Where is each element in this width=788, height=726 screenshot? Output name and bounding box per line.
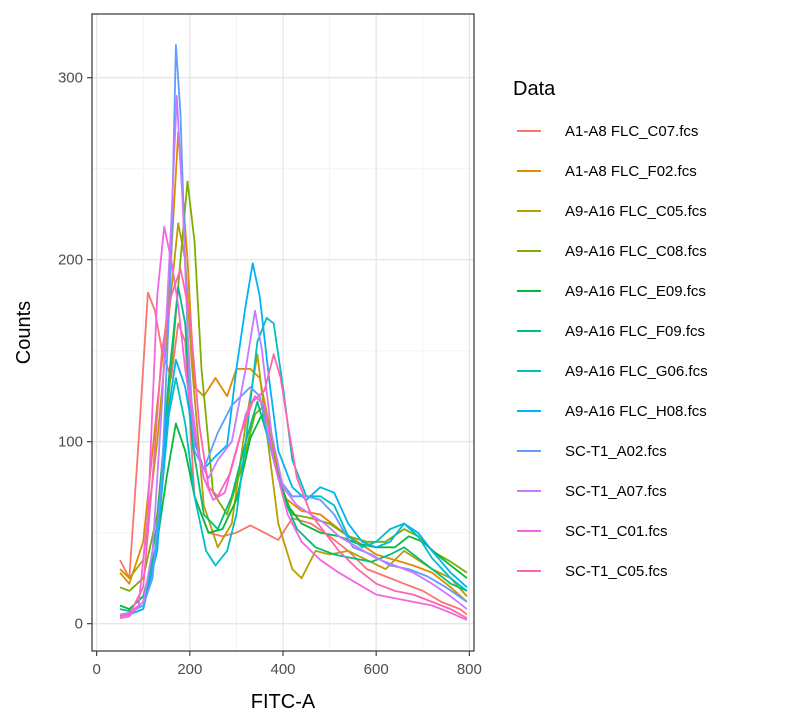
series-line: [119, 267, 468, 619]
legend-label: SC-T1_C01.fcs: [565, 523, 668, 540]
legend-label: A9-A16 FLC_C08.fcs: [565, 243, 707, 260]
x-tick-label: 200: [177, 661, 202, 678]
y-tick-label: 300: [58, 70, 83, 87]
legend-title: Data: [513, 78, 556, 100]
series-line: [119, 226, 468, 621]
x-tick-label: 400: [270, 661, 295, 678]
y-tick-label: 0: [75, 616, 83, 633]
x-tick-label: 0: [92, 661, 100, 678]
series-layer: [119, 44, 468, 621]
legend-label: A9-A16 FLC_G06.fcs: [565, 363, 708, 380]
legend-label: A9-A16 FLC_F09.fcs: [565, 323, 705, 340]
grid-major: [92, 14, 474, 651]
legend-label: SC-T1_A07.fcs: [565, 483, 667, 500]
y-tick-label: 200: [58, 252, 83, 269]
series-line: [120, 317, 468, 616]
legend-label: A9-A16 FLC_E09.fcs: [565, 283, 706, 300]
legend-label: SC-T1_A02.fcs: [565, 443, 667, 460]
series-line: [119, 291, 468, 616]
legend-label: SC-T1_C05.fcs: [565, 563, 668, 580]
series-line: [119, 286, 468, 612]
y-axis-title: Counts: [13, 301, 35, 364]
legend-label: A1-A8 FLC_F02.fcs: [565, 163, 697, 180]
legend-label: A9-A16 FLC_C05.fcs: [565, 203, 707, 220]
x-axis: 0 200 400 600 800: [92, 651, 482, 678]
legend: Data A1-A8 FLC_C07.fcs A1-A8 FLC_F02.fcs A…: [513, 78, 708, 580]
x-tick-label: 600: [364, 661, 389, 678]
y-tick-label: 100: [58, 434, 83, 451]
x-tick-label: 800: [457, 661, 482, 678]
y-axis: 0 100 200 300: [58, 70, 92, 633]
x-axis-title: FITC-A: [251, 691, 316, 713]
legend-label: A1-A8 FLC_C07.fcs: [565, 123, 698, 140]
series-line: [120, 262, 468, 616]
series-line: [119, 95, 468, 616]
legend-label: A9-A16 FLC_H08.fcs: [565, 403, 707, 420]
